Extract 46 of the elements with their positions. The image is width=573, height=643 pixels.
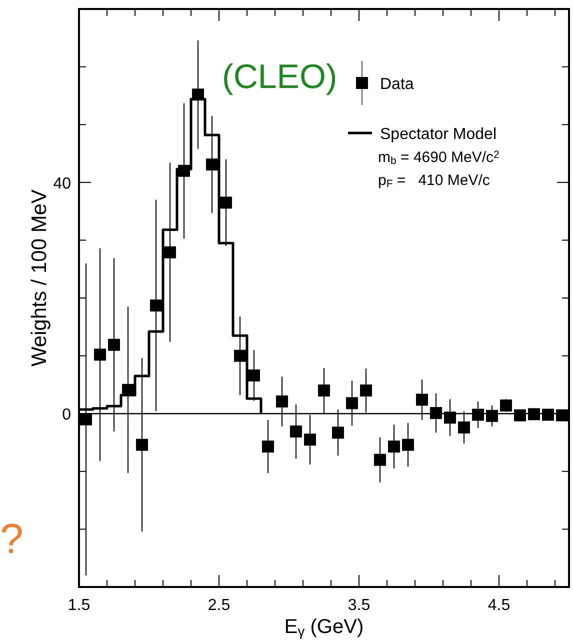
- point: [164, 246, 176, 258]
- point: [444, 412, 456, 424]
- point: [304, 434, 316, 446]
- x-tick-label: 1.5: [68, 597, 90, 614]
- point: [430, 407, 442, 420]
- annotation: (CLEO): [222, 58, 338, 96]
- point: [290, 426, 302, 438]
- annotation: p$_{F}$ = 410 MeV/c: [378, 172, 490, 190]
- y-axis-title: Weights / 100 MeV: [28, 189, 51, 367]
- point: [262, 440, 274, 453]
- point: [332, 426, 344, 439]
- point: [108, 338, 120, 351]
- point: [206, 158, 218, 170]
- point: [346, 397, 358, 410]
- point: [150, 300, 162, 312]
- point: [556, 409, 568, 422]
- x-tick-label: 2.5: [208, 597, 230, 614]
- point: [500, 400, 512, 412]
- legend-label: Data: [380, 76, 414, 93]
- point: [248, 369, 260, 382]
- point: [360, 384, 372, 396]
- point: [458, 421, 470, 434]
- point: [542, 408, 554, 421]
- point: [416, 394, 428, 406]
- point: [528, 408, 540, 420]
- point: [276, 395, 288, 408]
- point: [220, 196, 232, 209]
- y-tick-label: 40: [53, 175, 72, 192]
- point: [318, 384, 330, 396]
- x-axis-title: E$_{γ}$ (GeV): [284, 616, 364, 639]
- point: [94, 348, 106, 361]
- text: ?: [0, 515, 24, 562]
- annotation: m$_{b}$ = 4690 MeV/c$^{2}$: [378, 148, 500, 167]
- point: [80, 413, 92, 426]
- point: [402, 438, 414, 451]
- x-tick-label: 4.5: [488, 597, 510, 614]
- legend-label: Spectator Model: [380, 126, 497, 143]
- point: [136, 438, 148, 451]
- point: [472, 408, 484, 421]
- point: [486, 410, 498, 422]
- point: [388, 440, 400, 453]
- point: [514, 409, 526, 422]
- x-tick-label: 3.5: [348, 597, 370, 614]
- point: [234, 350, 246, 362]
- y-tick-label: 0: [62, 406, 72, 424]
- point: [374, 454, 386, 466]
